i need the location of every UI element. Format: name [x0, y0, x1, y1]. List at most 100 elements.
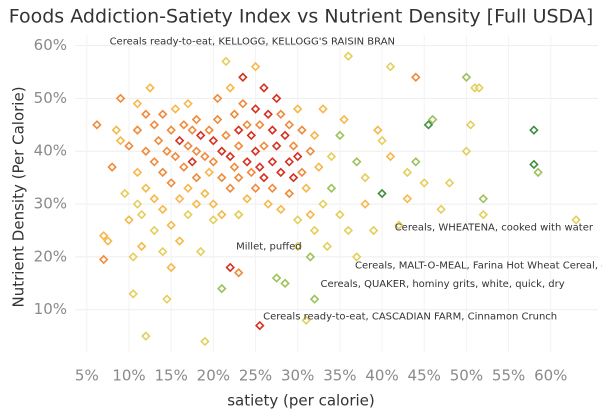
point: [305, 146, 316, 156]
point: [166, 262, 176, 273]
point: [255, 162, 265, 172]
point: [461, 72, 472, 82]
point: [250, 104, 261, 114]
point: [141, 109, 151, 119]
point: [478, 209, 489, 220]
x-tick-label: 40%: [365, 367, 398, 385]
point: [284, 120, 294, 130]
point: [326, 183, 337, 193]
point: [301, 183, 311, 193]
point: [120, 188, 130, 199]
x-tick-label: 10%: [112, 367, 145, 385]
point: [225, 262, 235, 273]
point: [98, 254, 109, 265]
point: [411, 157, 421, 167]
point: [297, 125, 307, 135]
point: [217, 172, 227, 183]
point: [339, 114, 349, 125]
point: [402, 194, 413, 204]
point: [394, 220, 404, 230]
point: [292, 241, 303, 252]
point: [233, 209, 244, 220]
point: [242, 120, 252, 130]
chart-title: Foods Addiction-Satiety Index vs Nutrien…: [9, 6, 594, 28]
point: [271, 141, 282, 151]
point: [465, 120, 476, 130]
point: [246, 130, 257, 141]
point: [259, 172, 269, 183]
point: [402, 167, 413, 178]
point: [250, 146, 261, 156]
point: [124, 141, 134, 151]
point: [335, 130, 345, 141]
point: [141, 183, 151, 193]
point: [276, 109, 286, 119]
point: [267, 125, 278, 135]
point: [377, 188, 387, 199]
point: [217, 209, 227, 220]
point: [343, 225, 354, 236]
point: [212, 93, 223, 104]
point: [427, 114, 438, 125]
point: [115, 135, 126, 146]
point: [174, 236, 185, 246]
point: [191, 114, 202, 125]
point: [309, 225, 320, 236]
point: [314, 162, 324, 172]
point: [259, 141, 269, 151]
point: [183, 98, 193, 109]
point: [280, 130, 290, 141]
point: [208, 135, 219, 146]
point: [174, 135, 185, 146]
point: [183, 141, 193, 151]
point: [124, 215, 134, 225]
x-tick-label: 15%: [154, 367, 187, 385]
x-tick-label: 60%: [534, 367, 567, 385]
point: [132, 199, 143, 209]
point: [141, 331, 151, 341]
point: [92, 120, 102, 130]
y-tick-label: 50%: [34, 89, 67, 107]
point: [183, 209, 193, 220]
point: [271, 93, 282, 104]
point: [259, 83, 269, 93]
x-tick-label: 25%: [239, 367, 272, 385]
point: [318, 104, 328, 114]
point: [292, 104, 303, 114]
point: [170, 104, 181, 114]
annotation: Cereals, WHEATENA, cooked with water: [395, 222, 594, 233]
y-tick-label: 20%: [34, 247, 67, 265]
point: [128, 289, 138, 299]
point: [174, 194, 185, 204]
point: [225, 151, 235, 162]
point: [352, 252, 362, 262]
point: [297, 167, 307, 178]
point: [263, 199, 273, 209]
point: [263, 109, 273, 119]
annotation: Cereals ready-to-eat, CASCADIAN FARM, Ci…: [263, 312, 557, 323]
point: [267, 183, 278, 193]
point: [157, 204, 168, 215]
x-tick-label: 35%: [323, 367, 356, 385]
point: [377, 135, 387, 146]
point: [288, 172, 299, 183]
point: [221, 56, 231, 67]
x-tick-label: 50%: [450, 367, 483, 385]
point: [255, 320, 265, 331]
point: [284, 188, 294, 199]
y-tick-label: 30%: [34, 195, 67, 213]
point: [305, 252, 316, 262]
point: [233, 141, 244, 151]
point: [229, 109, 240, 119]
point: [217, 146, 227, 156]
point: [276, 167, 286, 178]
point: [166, 220, 176, 230]
y-axis-label: Nutrient Density (Per Calorie): [10, 86, 28, 307]
point: [242, 194, 252, 204]
point: [292, 215, 303, 225]
point: [246, 167, 257, 178]
point: [103, 236, 113, 246]
y-tick-label: 40%: [34, 142, 67, 160]
point: [233, 125, 244, 135]
point: [191, 172, 202, 183]
